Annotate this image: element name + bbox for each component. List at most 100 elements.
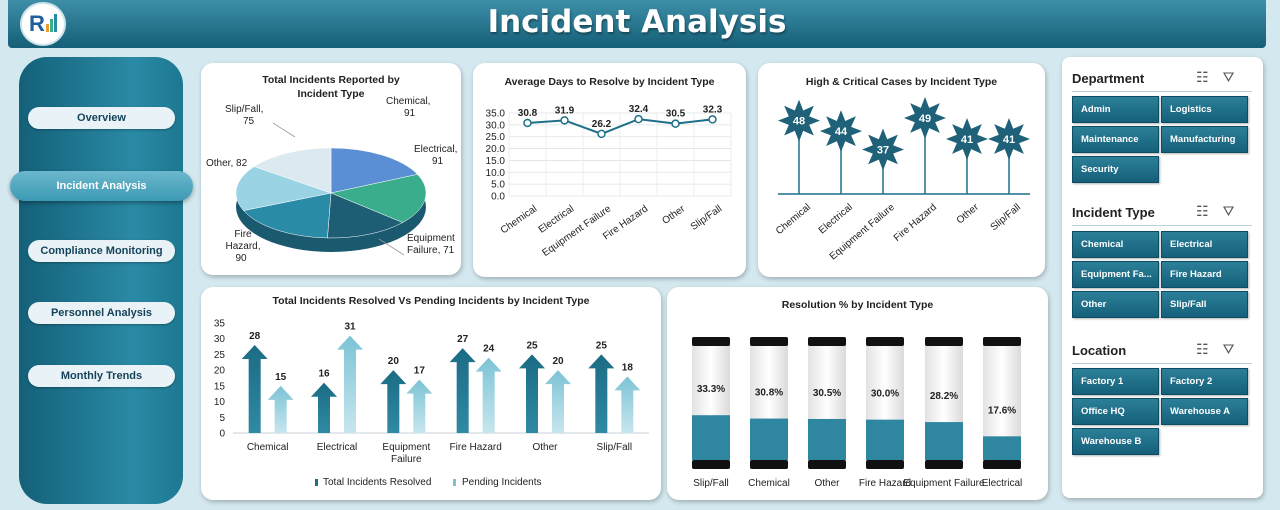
lollipop-chart-title: High & Critical Cases by Incident Type	[805, 76, 998, 88]
clear-filter-icon[interactable]: ⛛	[1222, 203, 1249, 219]
pie-label: Electrical, 91	[414, 144, 457, 167]
nav-incident-analysis[interactable]: Incident Analysis	[10, 171, 193, 201]
slicer-panel: Department ☷⛛ Admin Logistics Maintenanc…	[1062, 57, 1263, 498]
pie-label: Fire Hazard, 90	[225, 229, 260, 264]
x-tick-label: Fire Hazard	[892, 202, 939, 244]
tube-cap-bottom	[866, 460, 904, 469]
slicer-type-equipment-failure[interactable]: Equipment Fa...	[1072, 261, 1159, 288]
y-tick-label: 0.0	[491, 192, 505, 203]
slicer-type-chemical[interactable]: Chemical	[1072, 231, 1159, 258]
arrow-bar-resolved	[588, 354, 615, 433]
pie-slice-equipment-failure	[327, 192, 404, 239]
slicer-dept-manufacturing[interactable]: Manufacturing	[1161, 126, 1248, 153]
nav-overview[interactable]: Overview	[28, 107, 175, 129]
slicer-type-fire-hazard[interactable]: Fire Hazard	[1161, 261, 1248, 288]
x-tick-label: Chemical	[247, 442, 289, 453]
tube-cap-top	[866, 337, 904, 346]
clear-filter-icon[interactable]: ⛛	[1222, 341, 1249, 357]
pie-label: Slip/Fall, 75	[225, 104, 263, 127]
company-logo-icon: R	[20, 2, 66, 46]
line-chart-title: Average Days to Resolve by Incident Type	[504, 76, 715, 88]
resolved-pending-title: Total Incidents Resolved Vs Pending Inci…	[272, 295, 590, 307]
star-marker	[946, 117, 988, 160]
y-tick-label: 25	[214, 350, 226, 361]
slicer-loc-warehouse-b[interactable]: Warehouse B	[1072, 428, 1159, 455]
arrow-bar-pending	[337, 335, 363, 433]
slicer-type-other[interactable]: Other	[1072, 291, 1159, 318]
incident-type-slicer-title: Incident Type	[1072, 205, 1155, 220]
pie-leader-line	[272, 122, 296, 138]
data-label: 20	[552, 356, 564, 367]
data-label: 30.5%	[813, 388, 841, 399]
slicer-dept-admin[interactable]: Admin	[1072, 96, 1159, 123]
nav-monthly-trends[interactable]: Monthly Trends	[28, 365, 175, 387]
star-marker	[820, 110, 862, 153]
slicer-type-slip-fall[interactable]: Slip/Fall	[1161, 291, 1248, 318]
data-label: 17	[414, 366, 426, 377]
nav-compliance-monitoring[interactable]: Compliance Monitoring	[28, 240, 175, 262]
y-tick-label: 25.0	[486, 132, 506, 143]
tube-cap-top	[808, 337, 846, 346]
slicer-type-electrical[interactable]: Electrical	[1161, 231, 1248, 258]
data-point	[523, 118, 532, 128]
line-chart-card: Average Days to Resolve by Incident Type…	[473, 63, 746, 277]
y-tick-label: 35	[214, 319, 226, 330]
y-tick-label: 15	[214, 381, 226, 392]
star-marker	[988, 117, 1030, 160]
clear-filter-icon[interactable]: ⛛	[1222, 69, 1249, 85]
x-tick-label: Other	[660, 203, 687, 227]
data-label: 41	[1003, 134, 1015, 146]
x-tick-label: Equipment Failure	[903, 478, 985, 489]
legend-label: Total Incidents Resolved	[323, 477, 431, 488]
tube-fill	[808, 418, 846, 460]
data-label: 15	[275, 372, 287, 383]
multi-select-icon[interactable]: ☷	[1196, 203, 1223, 219]
data-label: 28	[249, 331, 261, 342]
slicer-loc-office-hq[interactable]: Office HQ	[1072, 398, 1159, 425]
x-tick-label: Electrical	[982, 478, 1023, 489]
x-tick-label: Other	[532, 442, 558, 453]
tube-cap-top	[750, 337, 788, 346]
slicer-loc-factory-1[interactable]: Factory 1	[1072, 368, 1159, 395]
tube-fill	[692, 415, 730, 460]
data-label: 25	[526, 340, 538, 351]
x-tick-label: Slip/Fall	[693, 478, 729, 489]
star-marker	[778, 99, 820, 142]
data-point	[597, 129, 606, 139]
y-tick-label: 20.0	[486, 144, 506, 155]
multi-select-icon[interactable]: ☷	[1196, 341, 1223, 357]
line-chart: 0.05.010.015.020.025.030.035.0 30.8 31.9 26…	[486, 104, 732, 259]
data-label: 18	[622, 362, 634, 373]
y-tick-label: 15.0	[486, 156, 506, 167]
y-tick-label: 30	[214, 334, 226, 345]
x-tick-label: Electrical	[317, 442, 358, 453]
slicer-loc-warehouse-a[interactable]: Warehouse A	[1161, 398, 1248, 425]
pie-slice-electrical	[330, 174, 427, 223]
star-marker	[904, 97, 946, 139]
tube-cap-top	[983, 337, 1021, 346]
y-tick-label: 30.0	[486, 120, 506, 131]
y-tick-label: 20	[214, 366, 226, 377]
tube-cap-top	[692, 337, 730, 346]
x-tick-label: Equipment	[382, 442, 430, 453]
x-tick-label: Chemical	[499, 203, 539, 236]
data-label: 17.6%	[988, 405, 1016, 416]
tube-cap-bottom	[925, 460, 963, 469]
x-tick-label: Equipment Failure	[540, 203, 613, 259]
nav-personnel-analysis[interactable]: Personnel Analysis	[28, 302, 175, 324]
x-tick-label: Slip/Fall	[597, 442, 633, 453]
data-label: 25	[596, 340, 608, 351]
resolution-title: Resolution % by Incident Type	[781, 299, 934, 311]
slicer-dept-security[interactable]: Security	[1072, 156, 1159, 183]
slicer-dept-logistics[interactable]: Logistics	[1161, 96, 1248, 123]
slicer-dept-maintenance[interactable]: Maintenance	[1072, 126, 1159, 153]
pie-chart-card: Total Incidents Reported by Incident Typ…	[201, 63, 461, 275]
resolution-card: Resolution % by Incident Type 33.3% Slip/…	[667, 287, 1048, 500]
multi-select-icon[interactable]: ☷	[1196, 69, 1223, 85]
x-tick-label: Slip/Fall	[989, 202, 1023, 233]
pie-slice-other	[235, 166, 332, 211]
arrow-bar-pending	[267, 385, 294, 433]
slicer-loc-factory-2[interactable]: Factory 2	[1161, 368, 1248, 395]
x-tick-label: Chemical	[748, 478, 790, 489]
